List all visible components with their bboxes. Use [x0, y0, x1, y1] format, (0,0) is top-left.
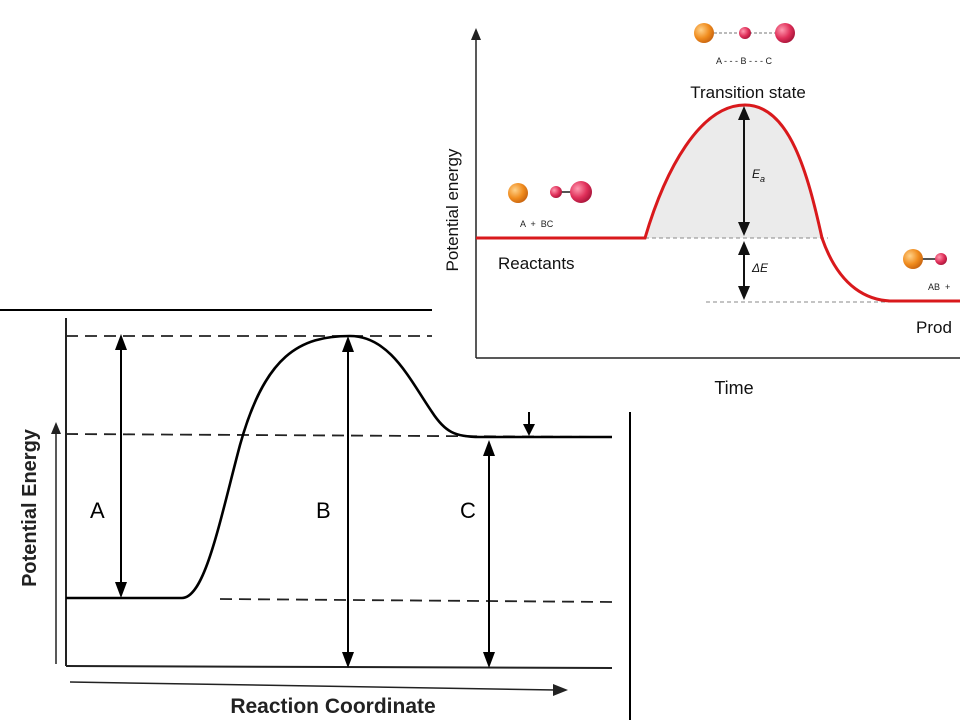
bottom-energy-diagram: A B C Potential Energy Reaction Coordina…	[0, 309, 631, 720]
arrow-a-head-down	[115, 582, 127, 598]
products-molecule-label: AB +	[928, 282, 950, 292]
atom-b	[935, 253, 947, 265]
activation-energy-shading	[645, 105, 822, 238]
top-x-axis-label: Time	[714, 378, 753, 398]
atom-a	[903, 249, 923, 269]
delta-e-arrowhead-down	[738, 286, 750, 300]
arrow-c-head-up	[483, 440, 495, 456]
arrow-c-head-down	[483, 652, 495, 668]
top-energy-curve	[476, 103, 960, 303]
products-molecules	[903, 249, 947, 269]
products-label: Prod	[916, 318, 952, 337]
reactants-molecule-label: A + BC	[520, 219, 554, 229]
ea-arrowhead-up	[738, 106, 750, 120]
atom-b	[550, 186, 562, 198]
y-axis-label-arrowhead	[51, 422, 61, 434]
x-axis-label-arrow	[69, 681, 557, 691]
x-axis-label-arrowhead	[553, 684, 568, 696]
arrow-b-head-up	[342, 336, 354, 352]
transition-state-molecule	[694, 23, 795, 43]
reactant-level-dashed-line	[219, 598, 613, 603]
reactants-label: Reactants	[498, 254, 575, 273]
label-a: A	[90, 498, 105, 523]
bottom-y-axis-label: Potential Energy	[19, 428, 41, 587]
bottom-x-axis-label: Reaction Coordinate	[230, 695, 435, 718]
product-level-dashed-line	[65, 433, 613, 438]
atom-a	[508, 183, 528, 203]
small-down-arrowhead	[523, 424, 535, 436]
atom-c	[570, 181, 592, 203]
transition-state-label: Transition state	[690, 83, 806, 102]
arrow-b-head-down	[342, 652, 354, 668]
delta-e-label: ΔE	[751, 261, 769, 275]
atom-c	[775, 23, 795, 43]
label-c: C	[460, 498, 476, 523]
top-y-axis-arrowhead	[471, 28, 481, 40]
arrow-a-head-up	[115, 334, 127, 350]
top-y-axis-label: Potential energy	[443, 148, 462, 271]
top-energy-diagram: Ea ΔE A - - - B - - - C Transition state…	[443, 23, 960, 398]
atom-a	[694, 23, 714, 43]
transition-molecule-label: A - - - B - - - C	[716, 56, 772, 66]
label-b: B	[316, 498, 331, 523]
bottom-x-axis	[65, 665, 613, 669]
ea-label: Ea	[752, 167, 765, 184]
ea-arrowhead-down	[738, 222, 750, 236]
atom-b	[739, 27, 751, 39]
reactants-molecules	[508, 181, 592, 203]
delta-e-arrowhead-up	[738, 241, 750, 255]
bottom-energy-curve	[66, 334, 612, 600]
